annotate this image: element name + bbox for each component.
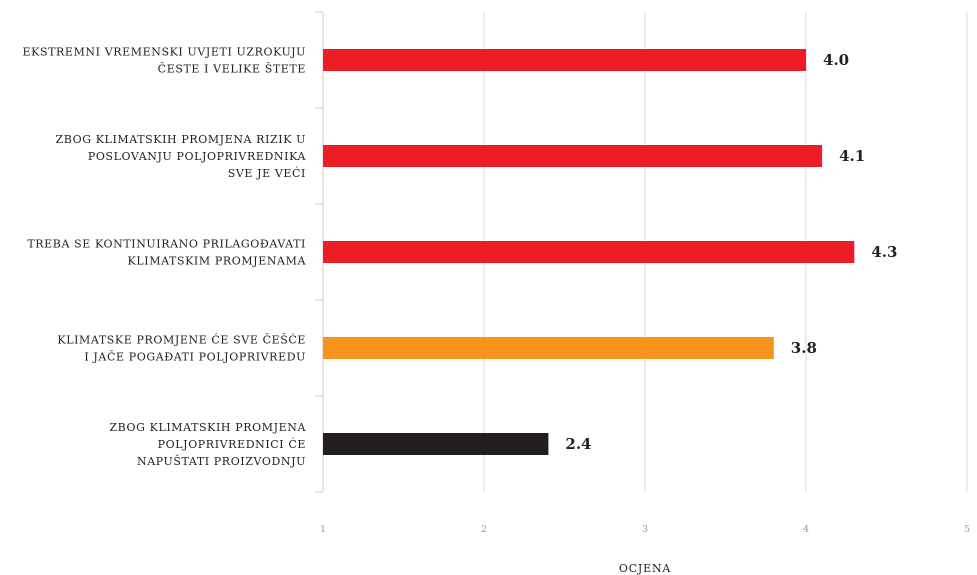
- bar: [323, 433, 549, 455]
- category-label: NAPUŠTATI PROIZVODNJU: [137, 454, 306, 468]
- bar: [323, 49, 806, 71]
- bar: [323, 241, 855, 263]
- bar: [323, 337, 774, 359]
- category-labels-layer: EKSTREMNI VREMENSKI UVJETI UZROKUJU ČESTE…: [23, 46, 307, 469]
- x-tick-label: 3: [642, 524, 648, 535]
- x-tick-label: 5: [964, 524, 970, 535]
- value-labels-layer: 4.0 4.1 4.3 3.8 2.4: [565, 51, 897, 453]
- y-axis-layer: [315, 11, 324, 493]
- x-tick-labels-layer: 1 2 3 4 5: [320, 524, 970, 535]
- category-label: KLIMATSKE PROMJENE ĆE SVE ČEŠĆE: [57, 333, 306, 347]
- x-tick-label: 1: [320, 524, 326, 535]
- category-label: ČESTE I VELIKE ŠTETE: [158, 62, 306, 76]
- data-label: 2.4: [565, 435, 591, 453]
- bar: [323, 145, 823, 167]
- data-label: 3.8: [791, 339, 817, 357]
- data-label: 4.0: [823, 51, 849, 69]
- category-label: KLIMATSKIM PROMJENAMA: [128, 255, 307, 268]
- x-axis-title: OCJENA: [619, 562, 671, 575]
- data-label: 4.1: [839, 147, 865, 165]
- category-label: TREBA SE KONTINUIRANO PRILAGOĐAVATI: [27, 238, 306, 251]
- category-label: SVE JE VEĆI: [228, 166, 306, 180]
- category-label: ZBOG KLIMATSKIH PROMJENA: [109, 421, 306, 434]
- x-tick-label: 2: [481, 524, 487, 535]
- category-label: I JAČE POGAĐATI POLJOPRIVREDU: [84, 350, 306, 364]
- data-label: 4.3: [871, 243, 897, 261]
- bars-layer: [323, 49, 855, 455]
- x-tick-label: 4: [803, 524, 809, 535]
- category-label: POSLOVANJU POLJOPRIVREDNIKA: [88, 150, 307, 163]
- category-label: POLJOPRIVREDNICI ĆE: [158, 437, 306, 451]
- category-label: EKSTREMNI VREMENSKI UVJETI UZROKUJU: [23, 46, 306, 59]
- category-label: ZBOG KLIMATSKIH PROMJENA RIZIK U: [55, 133, 306, 146]
